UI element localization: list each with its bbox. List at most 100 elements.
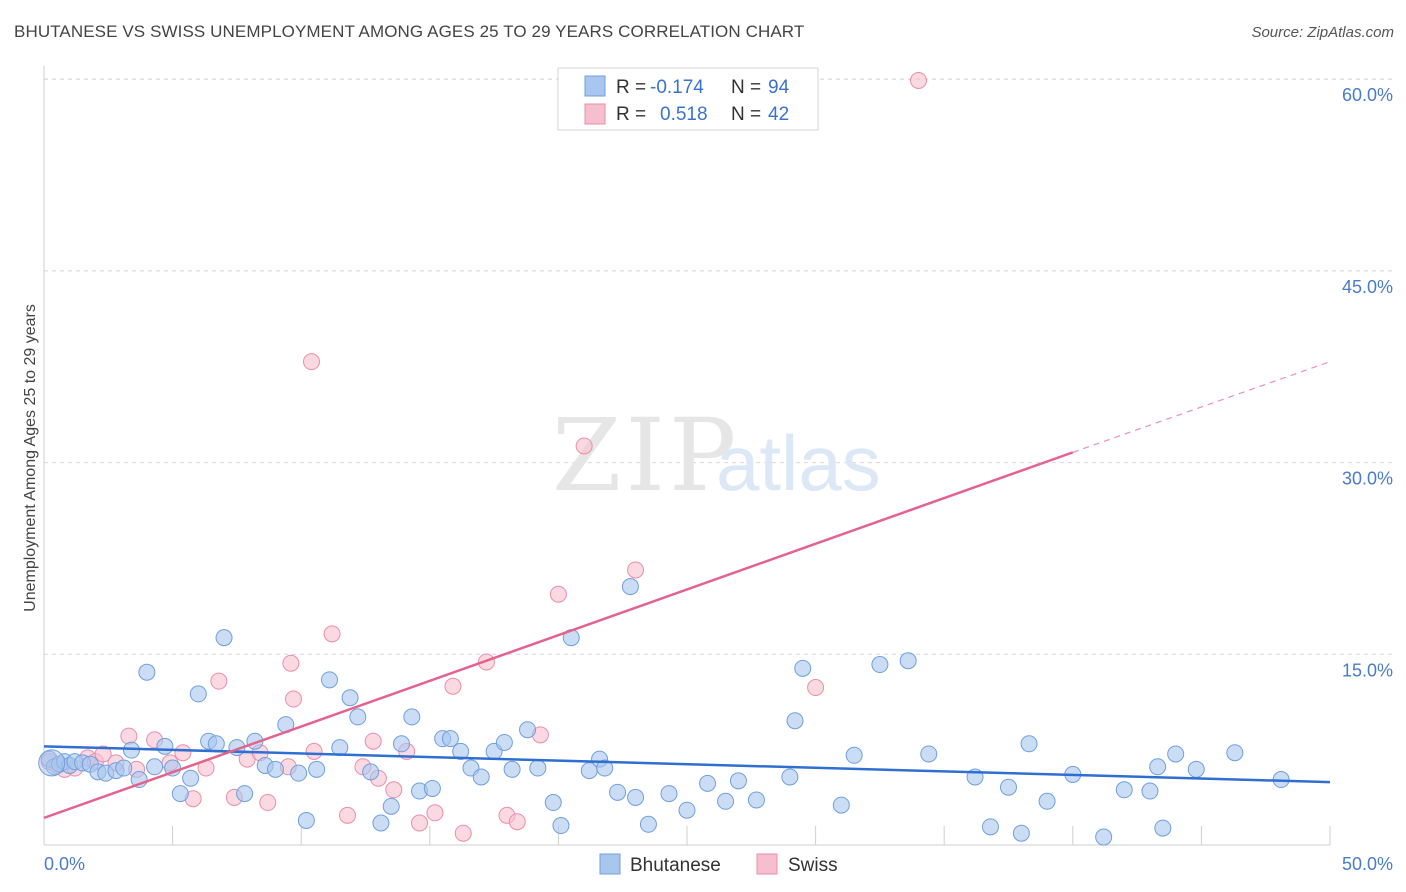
swiss-point	[444, 677, 462, 695]
bhutanese-point	[1095, 828, 1113, 846]
bhutanese-point	[362, 763, 380, 781]
bhutanese-point	[747, 791, 765, 809]
swiss-point	[549, 585, 567, 603]
swiss-point	[94, 745, 112, 763]
bhutanese-point	[349, 708, 367, 726]
swiss-point	[454, 824, 472, 842]
bhutanese-point	[1149, 758, 1167, 776]
legend-n-label-2: N =	[731, 104, 761, 125]
swiss-point	[259, 794, 277, 812]
bhutanese-point	[529, 759, 547, 777]
bhutanese-point	[1012, 824, 1030, 842]
bhutanese-point	[146, 758, 164, 776]
y-axis-label: Unemployment Among Ages 25 to 29 years	[22, 304, 39, 612]
legend-r-value-1: -0.174	[650, 77, 704, 98]
bhutanese-point	[660, 785, 678, 803]
bhutanese-point	[729, 772, 747, 790]
swiss-point	[508, 813, 526, 831]
bhutanese-point-cluster	[38, 749, 66, 777]
chart-title: BHUTANESE VS SWISS UNEMPLOYMENT AMONG AG…	[14, 22, 805, 41]
bhutanese-point	[189, 685, 207, 703]
bhutanese-point	[320, 671, 338, 689]
y-tick-label: 30.0%	[1342, 469, 1393, 489]
axes	[43, 66, 1331, 846]
bhutanese-point	[786, 712, 804, 730]
bhutanese-point	[138, 663, 156, 681]
swiss-point	[575, 437, 593, 455]
swiss-point	[364, 732, 382, 750]
legend-r-value-2: 0.518	[660, 104, 708, 125]
legend-r-label-2: R =	[616, 104, 646, 125]
legend-n-value-1: 94	[768, 77, 790, 98]
swiss-point	[284, 690, 302, 708]
y-tick-label: 60.0%	[1342, 85, 1393, 105]
bhutanese-point	[794, 659, 812, 677]
grid-lines	[44, 78, 1392, 655]
bhutanese-points	[38, 578, 1290, 846]
bhutanese-point	[1141, 782, 1159, 800]
watermark-zip: ZIP	[552, 397, 740, 514]
bhutanese-point	[678, 801, 696, 819]
bhutanese-point	[639, 815, 657, 833]
bhutanese-point	[832, 796, 850, 814]
bhutanese-point	[1115, 781, 1133, 799]
bhutanese-point	[544, 794, 562, 812]
legend-swatch-swiss	[584, 103, 606, 125]
swiss-point	[282, 654, 300, 672]
legend-bottom-swatch-swiss	[756, 853, 778, 875]
swiss-point	[302, 353, 320, 371]
bhutanese-point	[156, 737, 174, 755]
bhutanese-point	[552, 817, 570, 835]
legend-r-label-1: R =	[616, 77, 646, 98]
bhutanese-point	[609, 783, 627, 801]
swiss-trend-extension	[1072, 361, 1331, 453]
swiss-point	[305, 742, 323, 760]
bhutanese-point	[171, 785, 189, 803]
bhutanese-point	[423, 779, 441, 797]
swiss-point	[120, 727, 138, 745]
bhutanese-point	[393, 735, 411, 753]
bhutanese-point	[495, 733, 513, 751]
bhutanese-trend-line	[43, 745, 1331, 784]
watermark-atlas: atlas	[716, 419, 881, 507]
bhutanese-point	[290, 764, 308, 782]
bhutanese-point	[519, 721, 537, 739]
swiss-point	[426, 804, 444, 822]
bhutanese-point	[1020, 735, 1038, 753]
swiss-point	[807, 679, 825, 697]
swiss-point	[210, 672, 228, 690]
x-tick-labels: 0.0% 50.0%	[44, 854, 1393, 874]
legend-swatch-bhutanese	[584, 75, 606, 97]
x-tick-label-max: 50.0%	[1342, 854, 1393, 874]
bhutanese-point	[1038, 792, 1056, 810]
legend-bottom-swatch-bhutanese	[599, 853, 621, 875]
legend-bottom-label-bhutanese: Bhutanese	[630, 855, 721, 876]
swiss-point	[323, 625, 341, 643]
bhutanese-point	[845, 746, 863, 764]
bhutanese-point	[1226, 744, 1244, 762]
bhutanese-point	[182, 769, 200, 787]
legend-bottom: Bhutanese Swiss	[599, 853, 838, 876]
swiss-point	[338, 806, 356, 824]
bhutanese-point	[1167, 745, 1185, 763]
swiss-point	[909, 71, 927, 89]
bhutanese-point	[717, 792, 735, 810]
bhutanese-point	[452, 742, 470, 760]
bhutanese-point	[115, 759, 133, 777]
bhutanese-point	[981, 818, 999, 836]
bhutanese-point	[871, 656, 889, 674]
legend-bottom-label-swiss: Swiss	[788, 855, 838, 876]
bhutanese-point	[308, 760, 326, 778]
swiss-point	[411, 814, 429, 832]
bhutanese-point	[503, 760, 521, 778]
trend-lines	[43, 361, 1331, 820]
source-label: Source: ZipAtlas.com	[1251, 24, 1394, 41]
bhutanese-point	[372, 814, 390, 832]
swiss-trend-line	[43, 451, 1074, 820]
bhutanese-point	[297, 811, 315, 829]
bhutanese-point	[215, 629, 233, 647]
swiss-point	[627, 561, 645, 579]
bhutanese-point	[341, 689, 359, 707]
bhutanese-point	[382, 797, 400, 815]
